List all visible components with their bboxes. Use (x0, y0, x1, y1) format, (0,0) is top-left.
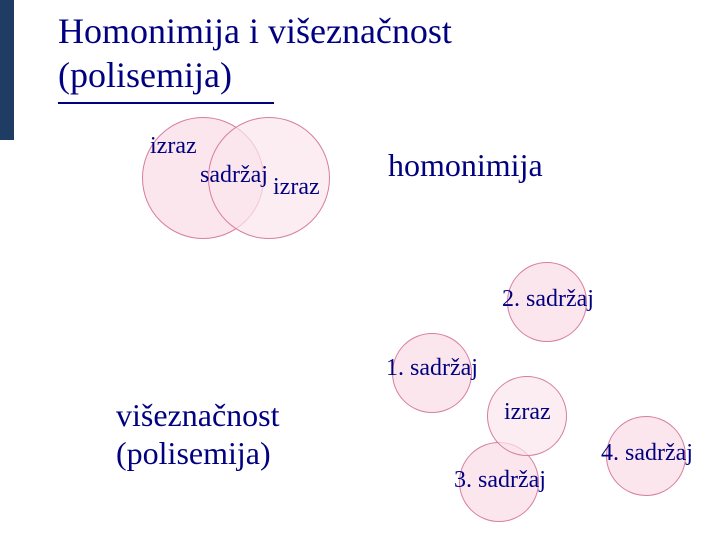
label-1-sadrzaj: 1. sadržaj (386, 355, 478, 382)
label-4-sadrzaj: 4. sadržaj (601, 440, 693, 467)
title-line-1: Homonimija i višeznačnost (58, 10, 452, 52)
label-3-sadrzaj: 3. sadržaj (454, 467, 546, 494)
label-izraz-left: izraz (150, 133, 197, 160)
label-2-sadrzaj: 2. sadržaj (502, 286, 594, 313)
label-viseznacnost-1: višeznačnost (116, 397, 280, 434)
title-line-2: (polisemija) (58, 54, 232, 96)
title-underline (58, 102, 274, 104)
slide-canvas: Homonimija i višeznačnost (polisemija) i… (0, 0, 720, 540)
label-viseznacnost-2: (polisemija) (116, 435, 271, 472)
label-sadrzaj: sadržaj (200, 162, 268, 189)
label-izraz-center: izraz (504, 399, 551, 426)
left-accent-strip (0, 0, 14, 140)
label-izraz-right: izraz (273, 174, 320, 201)
label-homonimija: homonimija (388, 147, 543, 184)
